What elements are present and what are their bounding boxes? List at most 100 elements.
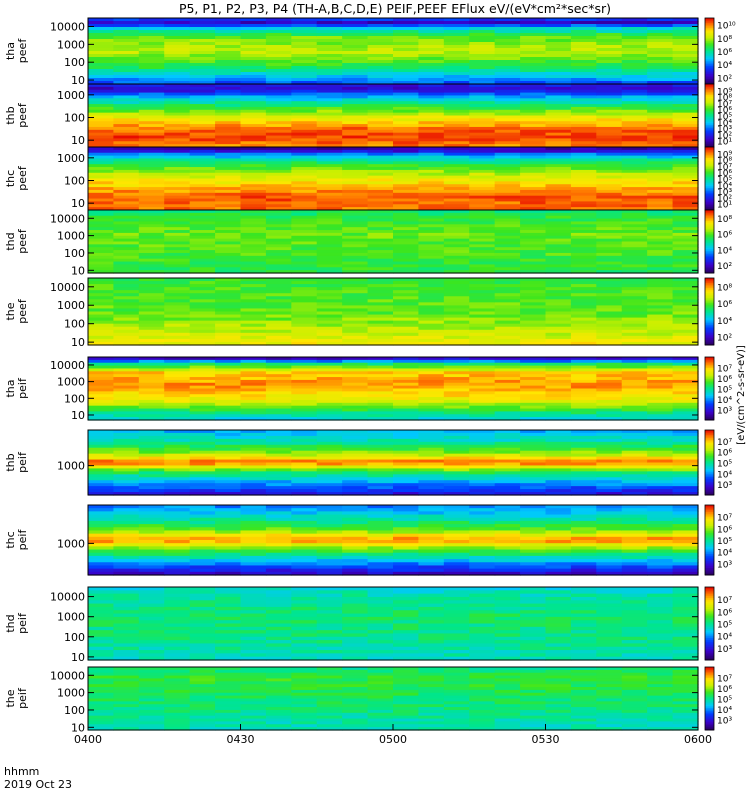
spectrogram-cell	[570, 30, 597, 34]
spectrogram-cell	[88, 511, 115, 516]
spectrogram-cell	[189, 181, 216, 185]
spectrogram-cell	[443, 147, 470, 151]
spectrogram-cell	[367, 405, 394, 410]
spectrogram-cell	[291, 109, 318, 114]
spectrogram-cell	[367, 486, 394, 490]
spectrogram-cell	[291, 95, 318, 99]
colorbar-segment	[705, 221, 714, 224]
spectrogram-cell	[88, 155, 115, 160]
colorbar-tick-label: 10⁶	[717, 48, 732, 58]
spectrogram-cell	[570, 517, 597, 522]
spectrogram-cell	[570, 218, 597, 223]
spectrogram-cell	[367, 540, 394, 544]
spectrogram-cell	[88, 326, 115, 331]
spectrogram-cell	[189, 215, 216, 220]
spectrogram-cell	[469, 489, 496, 493]
spectrogram-cell	[164, 18, 191, 22]
spectrogram-cell	[316, 57, 343, 61]
spectrogram-cell	[570, 536, 597, 541]
spectrogram-cell	[520, 152, 547, 157]
spectrogram-cell	[393, 587, 420, 591]
spectrogram-cell	[647, 126, 674, 131]
spectrogram-cell	[113, 92, 140, 97]
spectrogram-cell	[164, 483, 191, 487]
spectrogram-cell	[164, 92, 191, 97]
spectrogram-cell	[570, 230, 597, 234]
spectrogram-cell	[189, 155, 216, 160]
spectrogram-cell	[596, 397, 623, 401]
spectrogram-cell	[291, 527, 318, 532]
spectrogram-cell	[393, 101, 420, 105]
spectrogram-cell	[342, 653, 369, 658]
spectrogram-cell	[621, 152, 648, 157]
spectrogram-cell	[88, 549, 115, 554]
spectrogram-cell	[189, 549, 216, 554]
spectrogram-cell	[342, 169, 369, 174]
spectrogram-cell	[621, 18, 648, 22]
spectrogram-cell	[647, 471, 674, 475]
spectrogram-cell	[342, 505, 369, 509]
spectrogram-cell	[596, 155, 623, 160]
spectrogram-cell	[88, 106, 115, 111]
spectrogram-cell	[215, 230, 242, 234]
spectrogram-cell	[596, 492, 623, 496]
spectrogram-cell	[88, 524, 115, 528]
spectrogram-cell	[113, 530, 140, 535]
spectrogram-cell	[138, 447, 165, 452]
spectrogram-cell	[621, 57, 648, 61]
spectrogram-cell	[291, 533, 318, 538]
spectrogram-cell	[545, 172, 572, 177]
spectrogram-cell	[367, 267, 394, 271]
spectrogram-cell	[570, 357, 597, 361]
spectrogram-cell	[240, 314, 267, 319]
colorbar-segment	[705, 169, 714, 172]
spectrogram-cell	[647, 341, 674, 346]
spectrogram-cell	[393, 227, 420, 231]
spectrogram-cell	[88, 33, 115, 37]
colorbar-segment	[705, 394, 714, 397]
spectrogram-cell	[113, 135, 140, 140]
spectrogram-cell	[240, 135, 267, 140]
spectrogram-cell	[520, 341, 547, 346]
spectrogram-cell	[443, 311, 470, 316]
spectrogram-cell	[443, 264, 470, 268]
spectrogram-cell	[418, 30, 445, 34]
spectrogram-cell	[342, 72, 369, 76]
spectrogram-cell	[240, 405, 267, 410]
spectrogram-cell	[596, 296, 623, 300]
spectrogram-cell	[138, 284, 165, 288]
spectrogram-cell	[342, 405, 369, 410]
spectrogram-cell	[316, 36, 343, 40]
spectrogram-cell	[647, 30, 674, 34]
spectrogram-cell	[570, 267, 597, 271]
spectrogram-cell	[672, 189, 699, 194]
spectrogram-cell	[393, 559, 420, 563]
spectrogram-cell	[418, 317, 445, 322]
spectrogram-cell	[621, 155, 648, 160]
spectrogram-cell	[113, 405, 140, 410]
spectrogram-cell	[316, 172, 343, 177]
spectrogram-cell	[138, 486, 165, 490]
spectrogram-cell	[418, 112, 445, 117]
spectrogram-cell	[570, 141, 597, 145]
spectrogram-cell	[494, 540, 521, 544]
spectrogram-cell	[520, 210, 547, 214]
spectrogram-cell	[596, 169, 623, 174]
spectrogram-cell	[545, 414, 572, 418]
spectrogram-cell	[418, 167, 445, 171]
spectrogram-cell	[596, 335, 623, 340]
spectrogram-cell	[240, 456, 267, 461]
spectrogram-cell	[291, 149, 318, 154]
spectrogram-cell	[189, 514, 216, 519]
spectrogram-cell	[570, 540, 597, 544]
spectrogram-cell	[189, 623, 216, 628]
spectrogram-cell	[393, 149, 420, 154]
spectrogram-cell	[647, 332, 674, 337]
spectrogram-cell	[113, 388, 140, 392]
spectrogram-cell	[88, 368, 115, 372]
spectrogram-cell	[291, 264, 318, 268]
spectrogram-cell	[520, 42, 547, 46]
spectrogram-cell	[291, 489, 318, 493]
spectrogram-cell	[494, 92, 521, 97]
spectrogram-cell	[367, 18, 394, 22]
